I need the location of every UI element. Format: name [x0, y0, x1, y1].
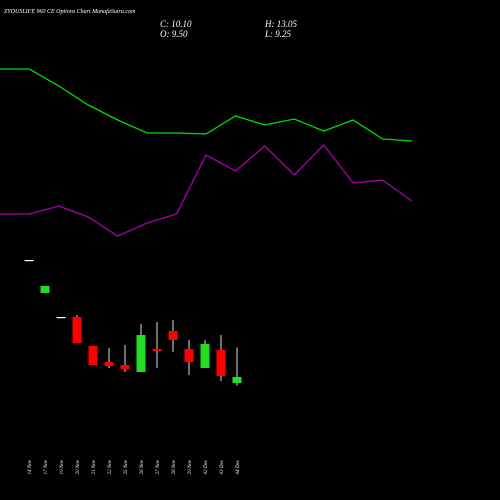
- candle-body: [104, 362, 114, 366]
- x-tick-label: 20 Nov: [76, 459, 81, 474]
- candle-body: [40, 286, 50, 293]
- candle-body: [24, 260, 34, 262]
- candle-body: [72, 317, 82, 343]
- candle-body: [216, 350, 226, 376]
- x-tick-label: 29 Nov: [188, 459, 193, 474]
- candle-body: [184, 349, 194, 362]
- readout-close: C: 10.10: [160, 19, 192, 29]
- indicator-line: [0, 68, 413, 142]
- x-tick-label: 26 Nov: [140, 459, 145, 474]
- x-tick-label: 22 Nov: [108, 459, 113, 474]
- chart-title: ZYDUSLIFE 960 CE Options Chart MunafaSut…: [4, 8, 136, 15]
- readout-high: H: 13.05: [264, 19, 297, 29]
- candle-body: [88, 346, 98, 365]
- x-tick-label: 17 Nov: [44, 459, 49, 474]
- x-tick-label: 19 Nov: [60, 459, 65, 474]
- indicator-line: [0, 144, 413, 237]
- candle-body: [120, 365, 130, 369]
- candle-body: [136, 335, 146, 372]
- candle-body: [200, 344, 210, 368]
- x-tick-label: 14 Nov: [28, 459, 33, 474]
- x-tick-label: 04 Dec: [236, 459, 241, 474]
- candle-body: [232, 377, 242, 383]
- x-tick-label: 28 Nov: [172, 459, 177, 474]
- x-tick-label: 21 Nov: [92, 459, 97, 474]
- x-tick-label: 03 Dec: [220, 459, 225, 474]
- candle-body: [168, 331, 178, 340]
- x-tick-label: 02 Dec: [204, 459, 209, 474]
- readout-low: L: 9.25: [264, 29, 292, 39]
- x-tick-label: 25 Nov: [124, 459, 129, 474]
- candle-body: [152, 349, 162, 351]
- candle-body: [56, 317, 66, 319]
- readout-open: O: 9.50: [160, 29, 188, 39]
- x-tick-label: 27 Nov: [156, 459, 161, 474]
